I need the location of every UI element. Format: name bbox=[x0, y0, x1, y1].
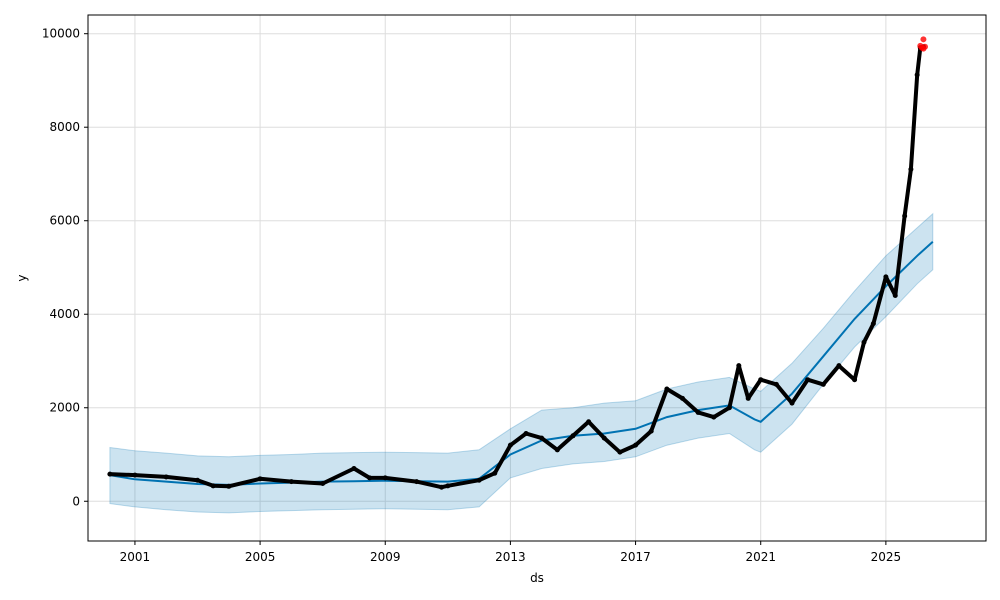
observed-point bbox=[711, 414, 717, 420]
x-tick-label: 2009 bbox=[370, 550, 401, 564]
observed-point bbox=[745, 395, 751, 401]
observed-point bbox=[507, 442, 513, 448]
x-tick-label: 2025 bbox=[871, 550, 902, 564]
observed-point bbox=[539, 435, 545, 441]
observed-point bbox=[195, 477, 201, 483]
x-tick-label: 2005 bbox=[245, 550, 276, 564]
y-tick-label: 0 bbox=[72, 494, 80, 508]
observed-points-layer bbox=[107, 44, 926, 490]
observed-point bbox=[445, 483, 451, 489]
highlighted-point bbox=[920, 36, 927, 43]
highlighted-points-layer bbox=[917, 36, 928, 52]
y-axis-ticks: 0 2000 4000 6000 8000 10000 bbox=[42, 27, 88, 508]
observed-point bbox=[132, 472, 138, 478]
uncertainty-band-layer bbox=[109, 212, 934, 514]
gridlines bbox=[88, 15, 986, 541]
y-tick-label: 8000 bbox=[49, 120, 80, 134]
observed-point bbox=[226, 483, 232, 489]
observed-point bbox=[914, 72, 920, 78]
observed-point bbox=[107, 471, 113, 477]
plot-frame bbox=[87, 14, 987, 542]
y-tick-label: 6000 bbox=[49, 214, 80, 228]
observed-point bbox=[382, 475, 388, 481]
observed-point bbox=[476, 477, 482, 483]
observed-point bbox=[883, 274, 889, 280]
observed-point bbox=[805, 377, 811, 383]
observed-point bbox=[852, 377, 858, 383]
x-tick-label: 2017 bbox=[620, 550, 651, 564]
observed-point bbox=[633, 442, 639, 448]
observed-point bbox=[773, 381, 779, 387]
observed-point bbox=[288, 479, 294, 485]
observed-point bbox=[789, 400, 795, 406]
observed-point bbox=[439, 484, 445, 490]
observed-point bbox=[601, 435, 607, 441]
observed-point bbox=[570, 433, 576, 439]
observed-point bbox=[726, 405, 732, 411]
observed-point bbox=[648, 428, 654, 434]
y-axis-label: y bbox=[15, 274, 29, 281]
y-tick-label: 10000 bbox=[42, 27, 80, 41]
observed-point bbox=[679, 395, 685, 401]
observed-point bbox=[210, 483, 216, 489]
observed-point bbox=[908, 166, 914, 172]
observed-point bbox=[163, 474, 169, 480]
x-tick-label: 2013 bbox=[495, 550, 526, 564]
observed-point bbox=[695, 409, 701, 415]
x-tick-label: 2001 bbox=[120, 550, 151, 564]
y-tick-label: 4000 bbox=[49, 307, 80, 321]
observed-point bbox=[820, 381, 826, 387]
observed-point bbox=[367, 475, 373, 481]
observed-point bbox=[554, 447, 560, 453]
observed-point bbox=[861, 339, 867, 345]
observed-point bbox=[902, 213, 908, 219]
observed-point bbox=[617, 449, 623, 455]
x-axis-ticks: 2001 2005 2009 2013 2017 2021 2025 bbox=[120, 541, 901, 564]
observed-point bbox=[736, 363, 742, 369]
observed-point bbox=[257, 476, 263, 482]
observed-trace bbox=[109, 44, 924, 490]
observed-point bbox=[523, 430, 529, 436]
x-axis-label: ds bbox=[530, 571, 544, 585]
y-tick-label: 2000 bbox=[49, 401, 80, 415]
observed-point bbox=[836, 363, 842, 369]
observed-point bbox=[492, 470, 498, 476]
observed-point bbox=[664, 386, 670, 392]
uncertainty-band bbox=[109, 212, 934, 514]
x-tick-label: 2021 bbox=[745, 550, 776, 564]
observed-point bbox=[758, 377, 764, 383]
observed-point bbox=[414, 479, 420, 485]
highlighted-point bbox=[921, 43, 928, 50]
observed-point bbox=[892, 293, 898, 299]
observed-point bbox=[586, 419, 592, 425]
observed-point bbox=[870, 321, 876, 327]
observed-point bbox=[351, 466, 357, 472]
observed-point bbox=[320, 480, 326, 486]
